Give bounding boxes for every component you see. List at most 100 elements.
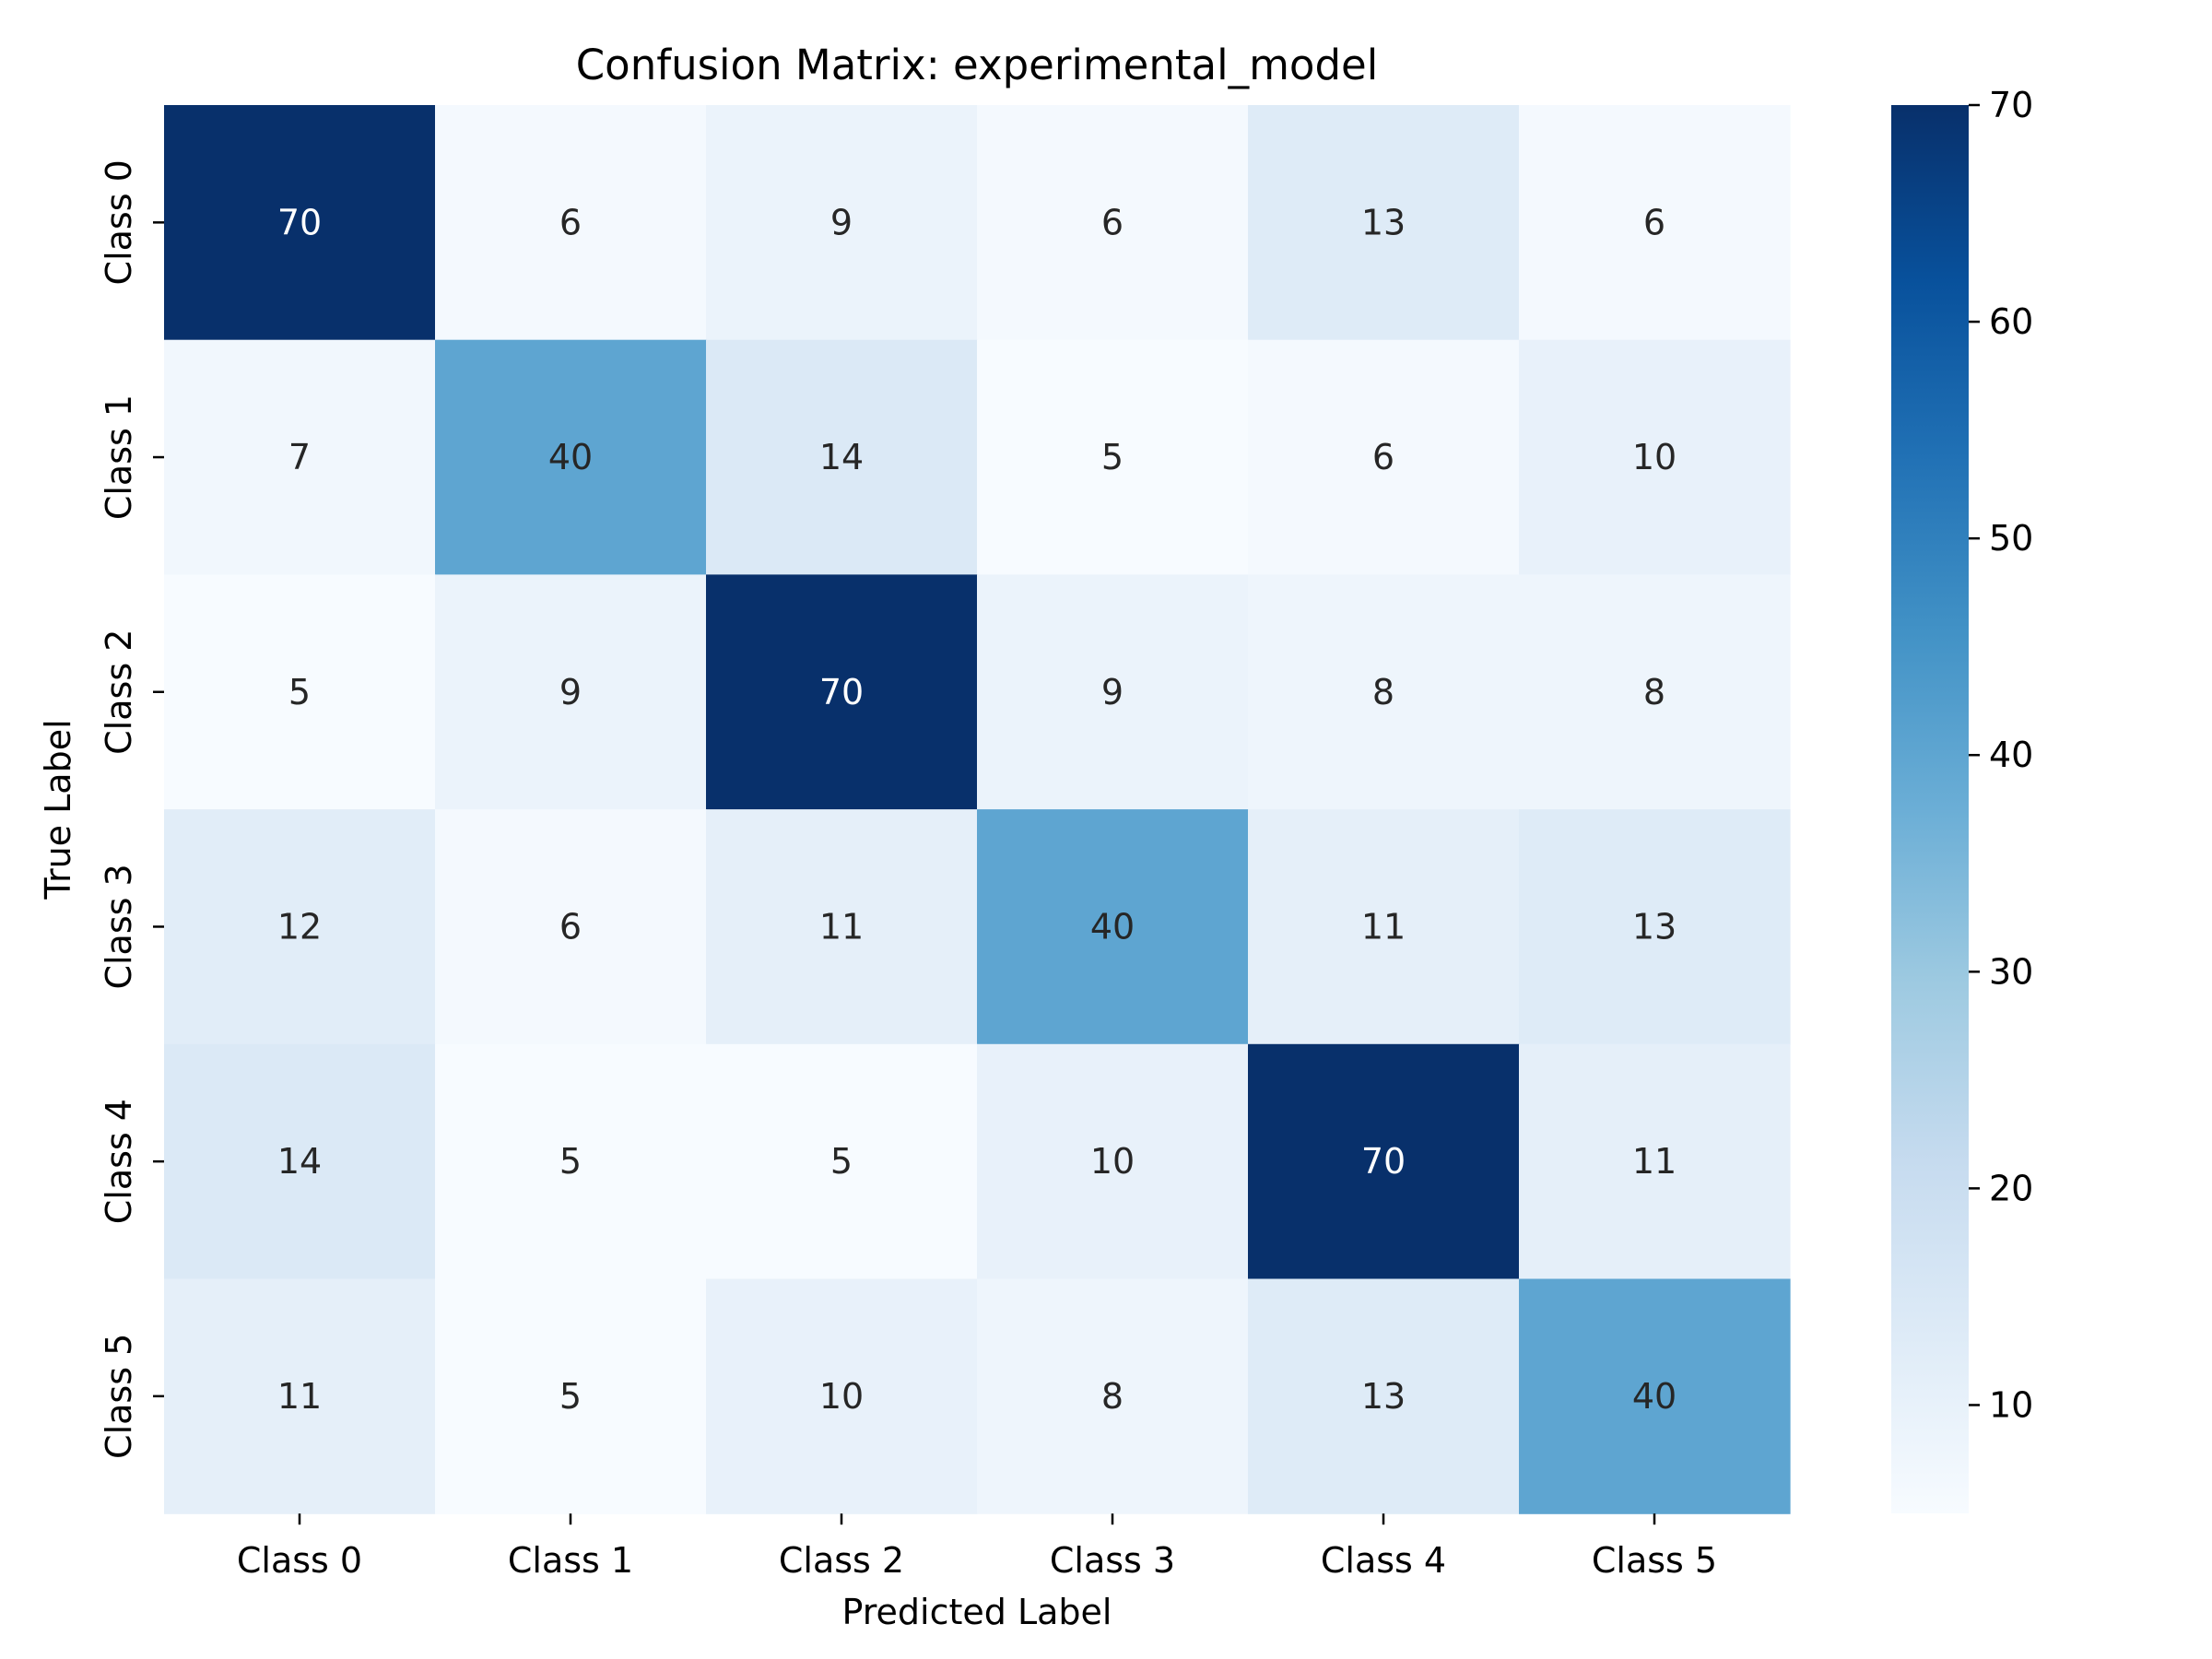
cell-r5-c1 xyxy=(435,1278,707,1514)
x-tick-label-2: Class 2 xyxy=(779,1540,904,1581)
cell-value-r4-c3: 10 xyxy=(1090,1141,1135,1182)
cell-value-r1-c0: 7 xyxy=(288,437,311,477)
cell-r1-c4 xyxy=(1248,339,1520,575)
cell-value-r2-c3: 9 xyxy=(1101,672,1124,712)
cell-r0-c5 xyxy=(1519,105,1791,341)
colorbar-tick-label-3: 40 xyxy=(1989,735,2033,775)
cell-r4-c3 xyxy=(977,1043,1249,1280)
cell-r1-c5 xyxy=(1519,339,1791,575)
cell-value-r0-c2: 9 xyxy=(830,202,853,242)
cell-r5-c4 xyxy=(1248,1278,1520,1514)
x-axis: Class 0 Class 1 Class 2 Class 3 Class 4 Class… xyxy=(237,1513,1717,1581)
cell-value-r1-c2: 14 xyxy=(819,437,864,477)
cell-value-r1-c5: 10 xyxy=(1632,437,1677,477)
colorbar-ticks: 10 20 30 40 50 60 70 xyxy=(1969,85,2033,1425)
cell-value-r4-c5: 11 xyxy=(1632,1141,1677,1182)
y-tick-label-0: Class 0 xyxy=(99,159,139,285)
y-axis: Class 0 Class 1 Class 2 Class 3 Class 4 Class… xyxy=(99,159,164,1459)
cell-r4-c4 xyxy=(1248,1043,1520,1280)
cell-value-r2-c2: 70 xyxy=(819,672,864,712)
cell-value-r4-c4: 70 xyxy=(1361,1141,1406,1182)
cell-value-r3-c5: 13 xyxy=(1632,906,1677,947)
cell-r2-c5 xyxy=(1519,574,1791,810)
y-tick-label-1: Class 1 xyxy=(99,394,139,520)
cell-r2-c3 xyxy=(977,574,1249,810)
colorbar-tick-label-4: 50 xyxy=(1989,518,2033,559)
cell-value-r1-c3: 5 xyxy=(1101,437,1124,477)
cell-r4-c1 xyxy=(435,1043,707,1280)
cell-r5-c5 xyxy=(1519,1278,1791,1514)
cell-value-r5-c3: 8 xyxy=(1101,1376,1124,1417)
cell-value-r0-c3: 6 xyxy=(1101,202,1124,242)
x-tick-label-1: Class 1 xyxy=(508,1540,633,1581)
cell-value-r3-c2: 11 xyxy=(819,906,864,947)
cell-r4-c0 xyxy=(164,1043,436,1280)
cell-value-r4-c0: 14 xyxy=(277,1141,322,1182)
cell-value-r2-c1: 9 xyxy=(559,672,582,712)
x-tick-label-0: Class 0 xyxy=(237,1540,362,1581)
heatmap-cells xyxy=(164,105,1791,1514)
cell-r2-c2 xyxy=(706,574,978,810)
cell-value-r0-c0: 70 xyxy=(277,202,322,242)
colorbar-tick-label-1: 20 xyxy=(1989,1168,2033,1208)
y-tick-label-3: Class 3 xyxy=(99,864,139,989)
cell-value-r1-c4: 6 xyxy=(1372,437,1394,477)
cell-r3-c2 xyxy=(706,809,978,1045)
cell-value-r5-c5: 40 xyxy=(1632,1376,1677,1417)
cell-value-r5-c2: 10 xyxy=(819,1376,864,1417)
cell-r1-c2 xyxy=(706,339,978,575)
cell-r2-c4 xyxy=(1248,574,1520,810)
x-tick-label-5: Class 5 xyxy=(1592,1540,1717,1581)
colorbar xyxy=(1891,105,1969,1513)
colorbar-tick-label-5: 60 xyxy=(1989,301,2033,342)
chart-title: Confusion Matrix: experimental_model xyxy=(576,41,1378,89)
heatmap-cell-labels: 70 6 9 6 13 6 7 40 14 5 6 10 5 9 70 9 8 8 12 6 11 40 11 13 14 5 5 1… xyxy=(277,202,1677,1417)
cell-value-r5-c1: 5 xyxy=(559,1376,582,1417)
cell-r3-c1 xyxy=(435,809,707,1045)
cell-r5-c2 xyxy=(706,1278,978,1514)
cell-r3-c5 xyxy=(1519,809,1791,1045)
y-tick-label-5: Class 5 xyxy=(99,1334,139,1459)
colorbar-tick-label-2: 30 xyxy=(1989,951,2033,992)
cell-value-r2-c0: 5 xyxy=(288,672,311,712)
y-axis-label: True Label xyxy=(38,719,78,900)
cell-r4-c5 xyxy=(1519,1043,1791,1280)
cell-r0-c2 xyxy=(706,105,978,341)
cell-value-r2-c5: 8 xyxy=(1643,672,1665,712)
cell-r0-c3 xyxy=(977,105,1249,341)
cell-value-r3-c3: 40 xyxy=(1090,906,1135,947)
cell-r3-c0 xyxy=(164,809,436,1045)
cell-value-r2-c4: 8 xyxy=(1372,672,1394,712)
cell-r0-c4 xyxy=(1248,105,1520,341)
cell-value-r5-c4: 13 xyxy=(1361,1376,1406,1417)
cell-r5-c0 xyxy=(164,1278,436,1514)
y-tick-label-2: Class 2 xyxy=(99,629,139,755)
cell-value-r0-c5: 6 xyxy=(1643,202,1665,242)
cell-value-r3-c4: 11 xyxy=(1361,906,1406,947)
cell-value-r5-c0: 11 xyxy=(277,1376,322,1417)
cell-value-r4-c2: 5 xyxy=(830,1141,853,1182)
colorbar-tick-label-0: 10 xyxy=(1989,1384,2033,1425)
cell-r3-c3 xyxy=(977,809,1249,1045)
cell-value-r1-c1: 40 xyxy=(548,437,593,477)
x-tick-label-3: Class 3 xyxy=(1050,1540,1175,1581)
cell-r0-c0 xyxy=(164,105,436,341)
cell-r3-c4 xyxy=(1248,809,1520,1045)
cell-r1-c1 xyxy=(435,339,707,575)
cell-r4-c2 xyxy=(706,1043,978,1280)
cell-r1-c3 xyxy=(977,339,1249,575)
cell-r0-c1 xyxy=(435,105,707,341)
cell-r1-c0 xyxy=(164,339,436,575)
cell-r5-c3 xyxy=(977,1278,1249,1514)
cell-value-r0-c1: 6 xyxy=(559,202,582,242)
cell-value-r4-c1: 5 xyxy=(559,1141,582,1182)
cell-value-r3-c1: 6 xyxy=(559,906,582,947)
x-tick-label-4: Class 4 xyxy=(1321,1540,1446,1581)
cell-r2-c1 xyxy=(435,574,707,810)
colorbar-tick-label-6: 70 xyxy=(1989,85,2033,125)
cell-value-r0-c4: 13 xyxy=(1361,202,1406,242)
y-tick-label-4: Class 4 xyxy=(99,1099,139,1224)
cell-value-r3-c0: 12 xyxy=(277,906,322,947)
x-axis-label: Predicted Label xyxy=(842,1592,1112,1632)
